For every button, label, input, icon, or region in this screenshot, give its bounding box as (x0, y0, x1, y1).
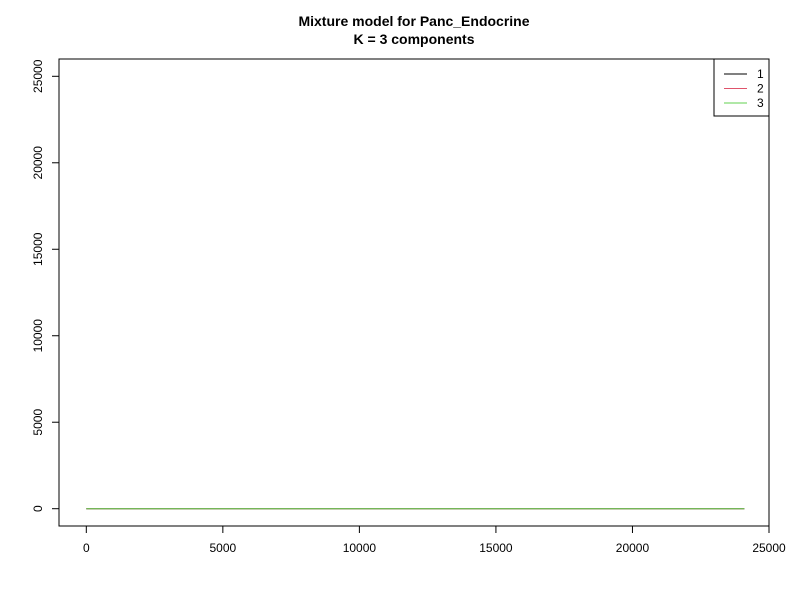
chart-title: Mixture model for Panc_Endocrine (298, 13, 529, 29)
legend-label-2: 2 (757, 82, 764, 96)
legend-box (713, 58, 770, 117)
y-axis: 0 5000 10000 15000 20000 25000 (31, 59, 60, 512)
y-tick-label: 15000 (31, 232, 45, 266)
plot-box (58, 58, 770, 527)
y-tick-label: 10000 (31, 319, 45, 353)
x-tick-label: 5000 (209, 541, 236, 555)
x-tick-label: 0 (83, 541, 90, 555)
x-tick-label: 25000 (752, 541, 786, 555)
x-tick-label: 15000 (479, 541, 513, 555)
legend: 123 (713, 58, 770, 117)
y-tick-label: 5000 (31, 409, 45, 436)
x-tick-label: 10000 (343, 541, 377, 555)
x-tick-label: 20000 (616, 541, 650, 555)
x-axis: 0 5000 10000 15000 20000 25000 (83, 525, 786, 555)
y-tick-label: 0 (31, 505, 45, 512)
legend-label-3: 3 (757, 96, 764, 110)
y-tick-label: 25000 (31, 59, 45, 93)
legend-label-1: 1 (757, 67, 764, 81)
y-tick-label: 20000 (31, 146, 45, 180)
chart-subtitle: K = 3 components (354, 31, 475, 47)
